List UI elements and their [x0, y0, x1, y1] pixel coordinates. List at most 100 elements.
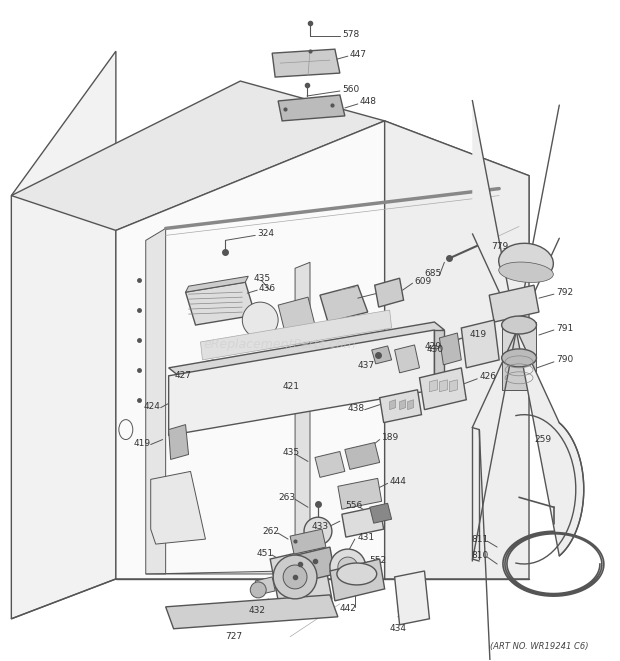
Text: 424: 424 — [144, 402, 161, 411]
Polygon shape — [205, 360, 215, 372]
Polygon shape — [342, 506, 384, 537]
Text: 435: 435 — [282, 448, 299, 457]
Polygon shape — [440, 333, 461, 365]
Polygon shape — [270, 547, 332, 611]
Polygon shape — [146, 569, 379, 574]
Text: 436: 436 — [259, 284, 275, 293]
Text: 578: 578 — [342, 30, 359, 39]
Polygon shape — [231, 365, 242, 377]
Text: 779: 779 — [491, 242, 508, 251]
Polygon shape — [384, 121, 529, 251]
Text: 434: 434 — [389, 624, 407, 633]
Text: 430: 430 — [427, 346, 443, 354]
Polygon shape — [11, 81, 384, 231]
Polygon shape — [489, 285, 539, 322]
Polygon shape — [384, 121, 529, 579]
Polygon shape — [450, 380, 458, 392]
Text: 451: 451 — [256, 549, 273, 558]
Text: 438: 438 — [348, 404, 365, 413]
Text: 811: 811 — [471, 535, 489, 543]
Ellipse shape — [337, 563, 377, 585]
Polygon shape — [185, 276, 248, 292]
Polygon shape — [151, 471, 205, 544]
Polygon shape — [461, 320, 499, 368]
Text: 324: 324 — [257, 229, 274, 238]
Ellipse shape — [498, 243, 554, 282]
Polygon shape — [407, 400, 414, 410]
Text: 262: 262 — [262, 527, 279, 535]
Polygon shape — [11, 51, 116, 619]
Polygon shape — [169, 424, 188, 459]
Polygon shape — [345, 442, 379, 469]
Polygon shape — [400, 400, 405, 410]
Polygon shape — [435, 330, 445, 390]
Polygon shape — [166, 595, 338, 629]
Text: 259: 259 — [534, 435, 551, 444]
Polygon shape — [379, 390, 422, 422]
Circle shape — [242, 302, 278, 338]
Polygon shape — [116, 121, 384, 579]
Text: 435: 435 — [253, 274, 270, 283]
Polygon shape — [374, 278, 404, 307]
Polygon shape — [330, 557, 361, 584]
Text: 431: 431 — [358, 533, 375, 541]
Text: 790: 790 — [556, 356, 573, 364]
Polygon shape — [146, 229, 166, 574]
Polygon shape — [440, 380, 448, 392]
Polygon shape — [394, 571, 430, 625]
Polygon shape — [315, 451, 345, 477]
Text: 426: 426 — [479, 372, 496, 381]
Polygon shape — [420, 368, 466, 410]
Text: 552: 552 — [370, 555, 387, 564]
Polygon shape — [255, 577, 275, 595]
Polygon shape — [389, 400, 396, 410]
Polygon shape — [169, 322, 445, 376]
Polygon shape — [472, 100, 584, 556]
Polygon shape — [502, 322, 536, 355]
Text: 448: 448 — [360, 97, 377, 106]
Circle shape — [273, 555, 317, 599]
Text: eReplacementParts.com: eReplacementParts.com — [204, 338, 356, 352]
Text: 727: 727 — [226, 632, 242, 641]
Text: 792: 792 — [556, 288, 573, 297]
Text: 560: 560 — [342, 85, 359, 93]
Ellipse shape — [502, 349, 536, 367]
Polygon shape — [200, 310, 392, 360]
Text: 419: 419 — [134, 439, 151, 448]
Text: 444: 444 — [389, 477, 407, 486]
Text: 433: 433 — [312, 522, 329, 531]
Text: 263: 263 — [278, 493, 295, 502]
Polygon shape — [290, 529, 326, 554]
Polygon shape — [169, 330, 435, 436]
Circle shape — [304, 517, 332, 545]
Polygon shape — [394, 345, 420, 373]
Text: 447: 447 — [350, 50, 367, 59]
Text: 556: 556 — [345, 501, 362, 510]
Circle shape — [330, 549, 366, 585]
Polygon shape — [320, 285, 368, 322]
Polygon shape — [288, 547, 335, 584]
Text: 432: 432 — [248, 606, 265, 615]
Polygon shape — [370, 503, 392, 524]
Text: (ART NO. WR19241 C6): (ART NO. WR19241 C6) — [490, 642, 589, 651]
Polygon shape — [338, 479, 382, 509]
Text: 428: 428 — [379, 287, 397, 295]
Text: 685: 685 — [425, 269, 441, 278]
Text: 791: 791 — [556, 323, 573, 332]
Text: 437: 437 — [358, 362, 375, 370]
Text: 810: 810 — [471, 551, 489, 560]
Text: 442: 442 — [340, 604, 356, 613]
Text: 427: 427 — [175, 371, 192, 380]
Polygon shape — [372, 346, 392, 364]
Text: 189: 189 — [382, 433, 399, 442]
Polygon shape — [295, 262, 310, 574]
Polygon shape — [272, 49, 340, 77]
Polygon shape — [430, 380, 438, 392]
Polygon shape — [330, 559, 384, 601]
Polygon shape — [185, 282, 255, 325]
Polygon shape — [278, 297, 315, 333]
Ellipse shape — [502, 316, 536, 334]
Circle shape — [283, 565, 307, 589]
Circle shape — [338, 557, 358, 577]
Text: 419: 419 — [469, 330, 487, 340]
